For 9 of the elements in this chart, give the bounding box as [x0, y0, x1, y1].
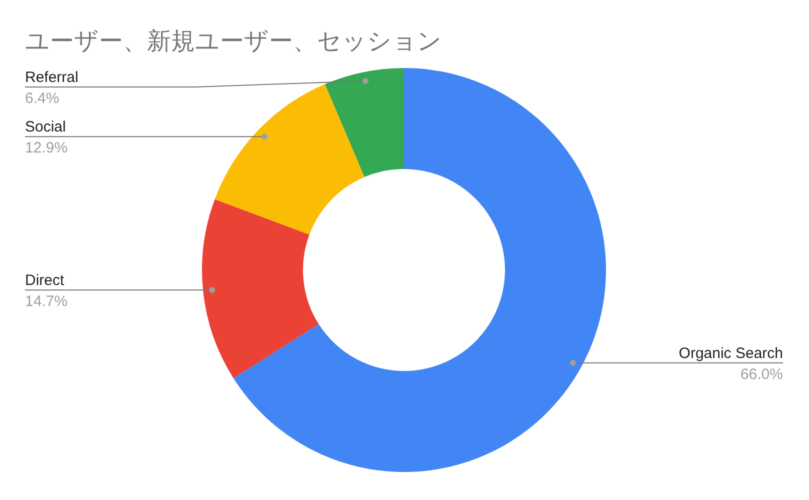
data-label: 6.4%	[25, 90, 60, 107]
slice-label: Organic Search	[678, 344, 783, 362]
slice-label: Referral	[25, 69, 78, 86]
data-label: 66.0%	[740, 366, 783, 383]
data-label: 14.7%	[25, 292, 68, 310]
data-label: 12.9%	[25, 140, 68, 157]
slice-label: Direct	[25, 272, 65, 289]
slice-label: Social	[25, 118, 66, 136]
chart-title: ユーザー、新規ユーザー、セッション	[25, 28, 442, 55]
